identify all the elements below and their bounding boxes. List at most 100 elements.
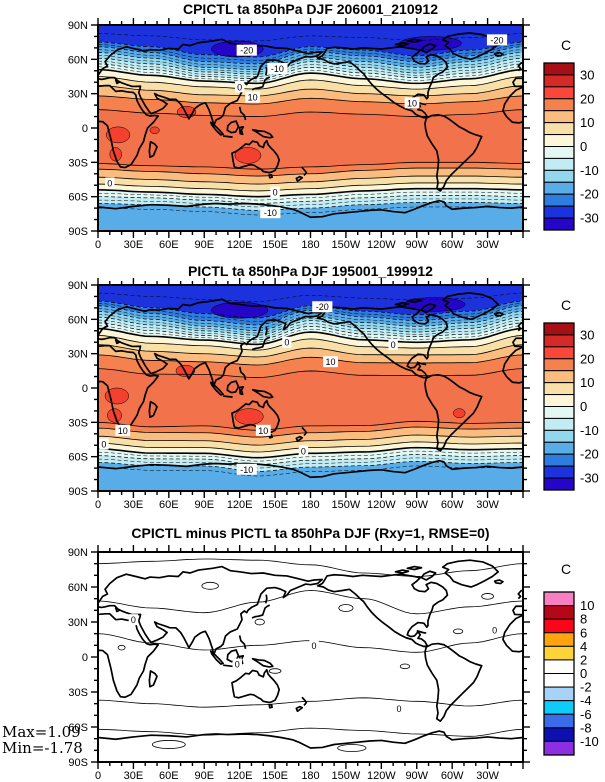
colorbar-segment (543, 322, 575, 336)
colorbar-segment (543, 394, 575, 407)
colorbar-segment (543, 591, 575, 607)
contour-label-box (236, 44, 257, 56)
lon-tick-label: 60W (441, 239, 464, 251)
colorbar-segment (543, 74, 575, 88)
contour-label: -10 (240, 465, 253, 475)
colorbar-tick-label: 10 (580, 115, 594, 130)
lat-tick-label: 0 (82, 652, 88, 664)
lat-tick-label: 60S (68, 452, 88, 464)
colorbar-tick-label: 2 (580, 652, 587, 667)
contour-label: -20 (491, 35, 504, 45)
lon-tick-label: 30E (124, 770, 144, 782)
zero-contour (98, 559, 523, 577)
temperature-band (98, 58, 523, 79)
lat-tick-label: 60N (68, 54, 88, 66)
colorbar-tick-label: 30 (580, 67, 594, 82)
lon-tick-label: 60E (159, 770, 179, 782)
contour-label-box (236, 463, 257, 475)
colorbar-tick-label: 0 (580, 666, 587, 681)
colorbar-tick-label: 10 (580, 375, 594, 390)
contour-line (98, 162, 523, 169)
colorbar-tick-label: 8 (580, 612, 587, 627)
contour-label-box (282, 336, 292, 348)
minor-contour (98, 326, 523, 342)
contour-label: 10 (248, 93, 258, 103)
lon-tick-label: 0 (95, 499, 101, 511)
lon-tick-label: 120E (227, 239, 253, 251)
lon-tick-label: 150W (332, 239, 361, 251)
zero-contour (98, 728, 523, 736)
contour-line (98, 183, 523, 191)
contour-line (98, 202, 523, 210)
temperature-band (98, 447, 523, 465)
contour-label-box (245, 91, 261, 103)
lat-tick-label: 0 (82, 383, 88, 395)
contour-label-box (255, 424, 271, 436)
difference-stats: Max=1.09 Min=-1.78 (2, 724, 83, 756)
colorbar-tick-label: 4 (580, 639, 587, 654)
colorbar-segment (543, 370, 575, 384)
colorbar-border (543, 322, 575, 491)
contour-label-box (105, 177, 115, 189)
colorbar-tick-label: -20 (580, 447, 599, 462)
colorbar-tick-label: -10 (580, 734, 599, 749)
zero-contour-loop (255, 619, 264, 625)
lon-tick-label: 0 (95, 239, 101, 251)
temperature-band (98, 162, 523, 177)
contour-label: 0 (301, 446, 306, 456)
colorbar-unit-label: C (561, 561, 571, 577)
lon-tick-label: 60E (159, 239, 179, 251)
contour-label: 0 (397, 704, 402, 714)
contour-line (98, 317, 523, 335)
contour-line (98, 96, 523, 104)
panel-pictl: PICTL ta 850hPa DJF 195001_199912 0 30E 60… (0, 260, 605, 520)
colorbar-segment (543, 358, 575, 372)
lon-tick-label: 60E (159, 499, 179, 511)
contour-label: -20 (316, 302, 329, 312)
map-background (98, 552, 523, 762)
contour-line (98, 345, 523, 357)
colorbar-tick-label: 20 (580, 91, 594, 106)
min-stat: Min=-1.78 (2, 739, 83, 757)
colorbar-segment (543, 645, 575, 661)
minor-contour (98, 50, 523, 67)
contour-line (98, 329, 523, 345)
colorbar-segment (543, 193, 575, 207)
colorbar-segment (543, 98, 575, 112)
lon-tick-label: 60W (441, 770, 464, 782)
colorbar-segment (543, 169, 575, 183)
lon-tick-label: 90E (194, 499, 214, 511)
contour-line (98, 448, 523, 458)
contour-label-box (115, 424, 131, 436)
lat-tick-label: 90S (68, 757, 88, 769)
contour-label-box (404, 97, 420, 109)
contour-line (98, 355, 523, 365)
colorbar-segment (543, 605, 575, 620)
temperature-band (98, 368, 523, 431)
colorbar-tick-label: 10 (580, 598, 594, 613)
colorbar-segment (543, 713, 575, 729)
lat-tick-label: 60N (68, 582, 88, 594)
colorbar-segment (543, 181, 575, 195)
temperature-band (98, 95, 523, 117)
colorbar-segment (543, 429, 575, 443)
colorbar-tick-label: -20 (580, 187, 599, 202)
lon-tick-label: 90W (405, 499, 428, 511)
temperature-band (98, 354, 523, 378)
colorbar-segment (543, 700, 575, 715)
temperature-band (98, 305, 523, 331)
temperature-band (98, 52, 523, 75)
colorbar-border (543, 591, 575, 756)
colorbar-tick-label: 30 (580, 327, 594, 342)
max-stat: Max=1.09 (2, 723, 81, 741)
lat-tick-label: 30S (68, 157, 88, 169)
temperature-band (98, 344, 523, 365)
lon-tick-label: 30W (476, 770, 499, 782)
contour-label: -20 (240, 46, 253, 56)
minor-contour (98, 320, 523, 338)
contour-line (98, 86, 523, 96)
minor-contour (98, 44, 523, 60)
colorbar-tick-label: -30 (580, 471, 599, 486)
colorbar-segment (543, 382, 575, 396)
zero-contour-loop (338, 745, 366, 752)
